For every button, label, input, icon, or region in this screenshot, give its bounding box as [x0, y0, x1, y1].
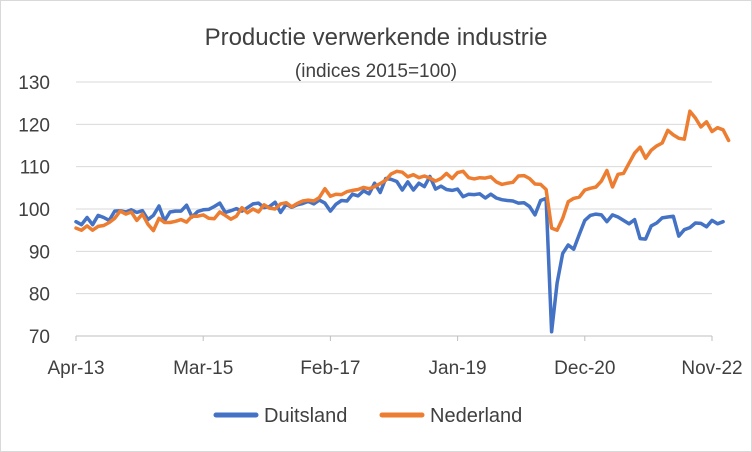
y-tick-label: 120 — [18, 115, 50, 136]
x-tick-label: Apr-13 — [47, 358, 104, 379]
chart-title: Productie verwerkende industrie — [205, 24, 548, 51]
series-line-duitsland — [74, 174, 725, 334]
x-tick-label: Jan-19 — [429, 358, 487, 379]
y-tick-label: 70 — [29, 327, 50, 348]
legend-label-duitsland: Duitsland — [264, 405, 347, 427]
y-tick-label: 130 — [18, 73, 50, 94]
x-tick-label: Dec-20 — [554, 358, 615, 379]
series-line-nederland — [74, 109, 731, 233]
y-tick-label: 80 — [29, 285, 50, 306]
x-axis-tick-labels: Apr-13 Mar-15 Feb-17 Jan-19 Dec-20 Nov-22 — [47, 358, 742, 379]
x-axis — [75, 335, 713, 341]
legend-label-nederland: Nederland — [430, 405, 522, 427]
y-tick-label: 110 — [20, 158, 50, 179]
y-tick-label: 90 — [29, 242, 50, 263]
x-tick-label: Mar-15 — [173, 358, 233, 379]
chart-subtitle: (indices 2015=100) — [295, 61, 457, 82]
y-axis-tick-labels: 70 80 90 100 110 120 130 — [18, 73, 50, 348]
x-tick-label: Feb-17 — [300, 358, 360, 379]
series-lines — [74, 109, 731, 334]
legend: Duitsland Nederland — [213, 405, 522, 427]
y-tick-label: 100 — [18, 200, 50, 221]
x-tick-label: Nov-22 — [681, 358, 742, 379]
